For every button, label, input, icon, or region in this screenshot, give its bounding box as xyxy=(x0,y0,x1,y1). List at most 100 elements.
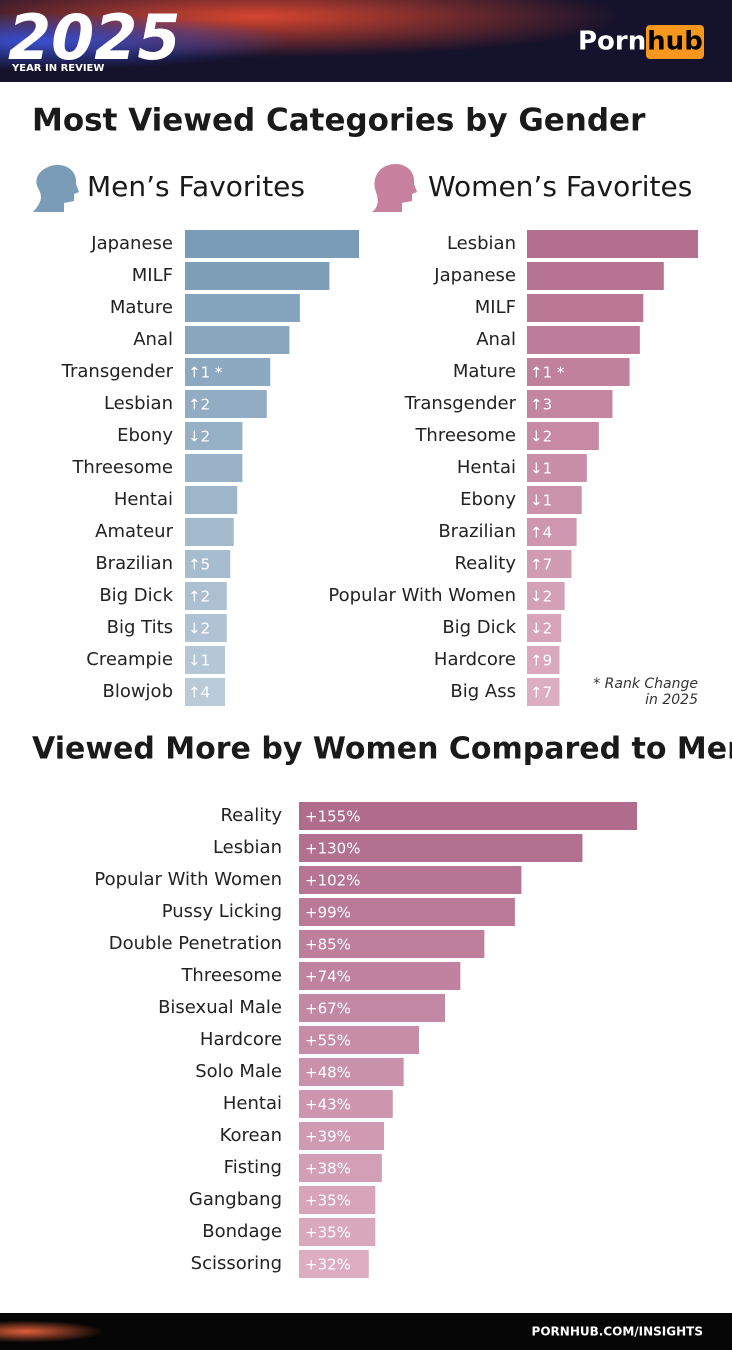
rank-change: ↓1 xyxy=(530,460,552,478)
bar xyxy=(527,262,664,290)
category-label: Amateur xyxy=(95,521,173,542)
bar xyxy=(299,802,637,830)
bar xyxy=(527,230,698,258)
rank-change: ↓2 xyxy=(188,428,210,446)
category-label: Bondage xyxy=(202,1221,282,1242)
bar xyxy=(299,834,583,862)
category-label: Ebony xyxy=(460,489,516,510)
value-label: +35% xyxy=(305,1192,351,1210)
rank-change: ↓1 xyxy=(188,652,210,670)
bar xyxy=(299,866,522,894)
category-label: Double Penetration xyxy=(109,933,282,954)
category-label: Korean xyxy=(220,1125,282,1146)
note: * Rank Change xyxy=(593,676,698,692)
footer-glow xyxy=(0,1313,260,1350)
rank-change: ↑2 xyxy=(188,588,210,606)
value-label: +39% xyxy=(305,1128,351,1146)
heading: Most Viewed Categories by Gender xyxy=(32,103,646,139)
bar xyxy=(299,994,446,1022)
year-subtitle: YEAR IN REVIEW xyxy=(11,63,104,74)
bar xyxy=(299,1186,376,1214)
category-label: Japanese xyxy=(90,233,173,254)
bar xyxy=(527,294,644,322)
category-label: Big Dick xyxy=(99,585,173,606)
rank-change: ↓2 xyxy=(530,588,552,606)
category-label: Popular With Women xyxy=(328,585,516,606)
category-label: Fisting xyxy=(224,1157,282,1178)
category-label: Threesome xyxy=(180,965,282,986)
category-label: Hentai xyxy=(457,457,516,478)
category-label: Transgender xyxy=(61,361,174,382)
bar xyxy=(185,390,267,418)
bar xyxy=(527,326,640,354)
bar xyxy=(299,1026,419,1054)
category-label: Anal xyxy=(133,329,173,350)
bar xyxy=(299,1122,385,1150)
bar xyxy=(185,358,271,386)
rank-change: ↑9 xyxy=(530,652,552,670)
category-label: Ebony xyxy=(117,425,173,446)
bar xyxy=(185,614,227,642)
category-label: Blowjob xyxy=(102,681,173,702)
category-label: Threesome xyxy=(71,457,173,478)
bar xyxy=(527,486,582,514)
category-label: Lesbian xyxy=(104,393,173,414)
category-label: Brazilian xyxy=(95,553,173,574)
bar xyxy=(527,582,565,610)
bar xyxy=(185,454,243,482)
rank-change: ↑4 xyxy=(188,684,210,702)
rank-change: ↑3 xyxy=(530,396,552,414)
bar xyxy=(185,582,227,610)
bar xyxy=(527,646,560,674)
value-label: +130% xyxy=(305,840,360,858)
value-label: +67% xyxy=(305,1000,351,1018)
rank-change: ↓2 xyxy=(530,428,552,446)
rank-change: ↑5 xyxy=(188,556,210,574)
value-label: +85% xyxy=(305,936,351,954)
bar xyxy=(185,646,226,674)
value-label: +38% xyxy=(305,1160,351,1178)
category-label: Threesome xyxy=(414,425,516,446)
bar xyxy=(185,550,231,578)
category-label: Bisexual Male xyxy=(158,997,282,1018)
bar xyxy=(185,230,359,258)
bar xyxy=(185,678,226,706)
category-label: Big Dick xyxy=(442,617,516,638)
category-label: Gangbang xyxy=(189,1189,282,1210)
header-glow xyxy=(0,0,732,82)
bar xyxy=(185,518,234,546)
year: 2025 xyxy=(8,1,181,74)
bar xyxy=(299,1058,404,1086)
bar xyxy=(185,294,300,322)
chart-title: Women’s Favorites xyxy=(428,170,692,203)
category-label: Transgender xyxy=(404,393,517,414)
category-label: Anal xyxy=(476,329,516,350)
note: in 2025 xyxy=(645,692,698,708)
rank-change: ↓2 xyxy=(530,620,552,638)
value-label: +32% xyxy=(305,1256,351,1274)
category-label: Hardcore xyxy=(200,1029,282,1050)
category-label: Hentai xyxy=(223,1093,282,1114)
category-label: MILF xyxy=(132,265,173,286)
rank-change: ↓2 xyxy=(188,620,210,638)
bar xyxy=(185,422,243,450)
value-label: +74% xyxy=(305,968,351,986)
footer-url: PORNHUB.COM/INSIGHTS xyxy=(532,1325,703,1339)
bar xyxy=(299,930,485,958)
category-label: Hentai xyxy=(114,489,173,510)
bar xyxy=(527,614,562,642)
value-label: +155% xyxy=(305,808,360,826)
rank-change: ↑1 * xyxy=(188,364,223,382)
category-label: MILF xyxy=(475,297,516,318)
bar xyxy=(185,326,290,354)
category-label: Pussy Licking xyxy=(162,901,282,922)
value-label: +48% xyxy=(305,1064,351,1082)
category-label: Lesbian xyxy=(213,837,282,858)
category-label: Japanese xyxy=(433,265,516,286)
bar xyxy=(299,1218,376,1246)
chart-title: Viewed More by Women Compared to Men xyxy=(32,732,732,767)
category-label: Big Tits xyxy=(107,617,173,638)
rank-change: ↑4 xyxy=(530,524,552,542)
brand-right: hub xyxy=(647,27,703,57)
